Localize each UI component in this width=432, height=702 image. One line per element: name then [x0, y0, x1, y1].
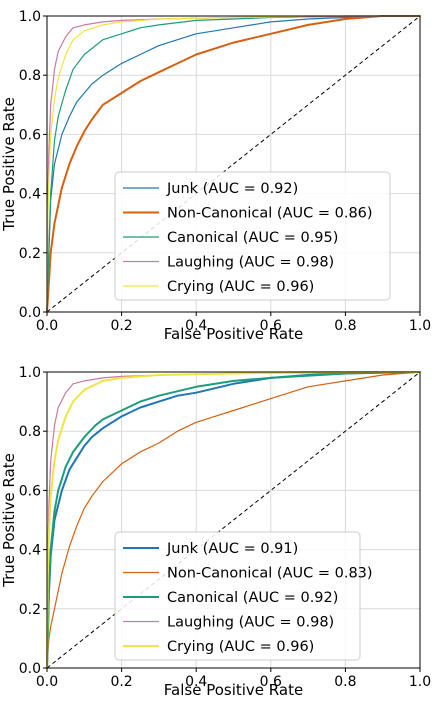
roc-curve-5: [46, 15, 421, 313]
legend-entry: Junk (AUC = 0.91): [166, 541, 298, 557]
y-tick-label: 1.0: [19, 365, 41, 381]
y-tick-label: 0.2: [19, 602, 41, 618]
legend-entry: Canonical (AUC = 0.92): [167, 590, 338, 606]
y-tick-label: 0.0: [19, 305, 41, 321]
legend-entry: Junk (AUC = 0.92): [166, 181, 298, 197]
x-axis-label: False Positive Rate: [164, 325, 303, 343]
y-tick-label: 0.8: [19, 424, 41, 440]
legend: Junk (AUC = 0.91) Non-Canonical (AUC = 0.…: [114, 531, 373, 661]
x-tick-label: 0.2: [110, 318, 132, 334]
y-tick-label: 0.8: [19, 68, 41, 84]
y-axis-label: True Positive Rate: [0, 97, 18, 232]
roc-chart-1: 0.0 0.2 0.4 0.6 0.8 1.0 0.0 0.2 0.4 0.6 0.8 1.0 Fals…: [0, 9, 431, 343]
plot-frame: [46, 15, 421, 313]
roc-curve-3: [46, 15, 421, 313]
chance-diagonal: [46, 371, 421, 669]
legend-entry: Crying (AUC = 0.96): [167, 279, 314, 295]
x-tick-label: 1.0: [409, 318, 431, 334]
legend-frame: [114, 531, 361, 661]
roc-chart-2: 0.0 0.2 0.4 0.6 0.8 1.0 0.0 0.2 0.4 0.6 0.8 1.0 Fals…: [0, 365, 431, 699]
y-tick-label: 0.2: [19, 246, 41, 262]
legend-entry: Crying (AUC = 0.96): [167, 639, 314, 655]
y-tick-label: 0.4: [19, 543, 41, 559]
x-tick-label: 0.6: [260, 318, 282, 334]
x-tick-label: 0.0: [36, 674, 58, 690]
legend-entry: Non-Canonical (AUC = 0.83): [167, 566, 373, 582]
x-tick-label: 0.6: [260, 674, 282, 690]
legend-entry: Canonical (AUC = 0.95): [167, 230, 338, 246]
x-tick-label: 1.0: [409, 674, 431, 690]
roc-curve-1: [46, 15, 421, 313]
y-tick-label: 1.0: [19, 9, 41, 25]
y-tick-label: 0.4: [19, 187, 41, 203]
roc-curve-2: [46, 15, 421, 313]
legend-frame: [114, 171, 391, 301]
x-tick-label: 0.8: [334, 318, 356, 334]
legend: Junk (AUC = 0.92) Non-Canonical (AUC = 0.…: [114, 171, 391, 301]
x-tick-label: 0.2: [110, 674, 132, 690]
y-tick-label: 0.6: [19, 483, 41, 499]
y-tick-label: 0.0: [19, 661, 41, 677]
roc-curve-5: [46, 371, 421, 669]
y-axis-label: True Positive Rate: [0, 453, 18, 588]
legend-entry: Laughing (AUC = 0.98): [167, 615, 334, 631]
plot-frame: [46, 371, 421, 669]
x-tick-label: 0.4: [185, 674, 207, 690]
chance-diagonal: [46, 15, 421, 313]
x-tick-label: 0.0: [36, 318, 58, 334]
x-tick-label: 0.8: [334, 674, 356, 690]
roc-curve-2: [46, 371, 421, 669]
x-axis-label: False Positive Rate: [164, 681, 303, 699]
x-tick-label: 0.4: [185, 318, 207, 334]
y-tick-label: 0.6: [19, 127, 41, 143]
legend-entry: Non-Canonical (AUC = 0.86): [167, 206, 373, 222]
legend-entry: Laughing (AUC = 0.98): [167, 255, 334, 271]
roc-curve-3: [46, 371, 421, 669]
